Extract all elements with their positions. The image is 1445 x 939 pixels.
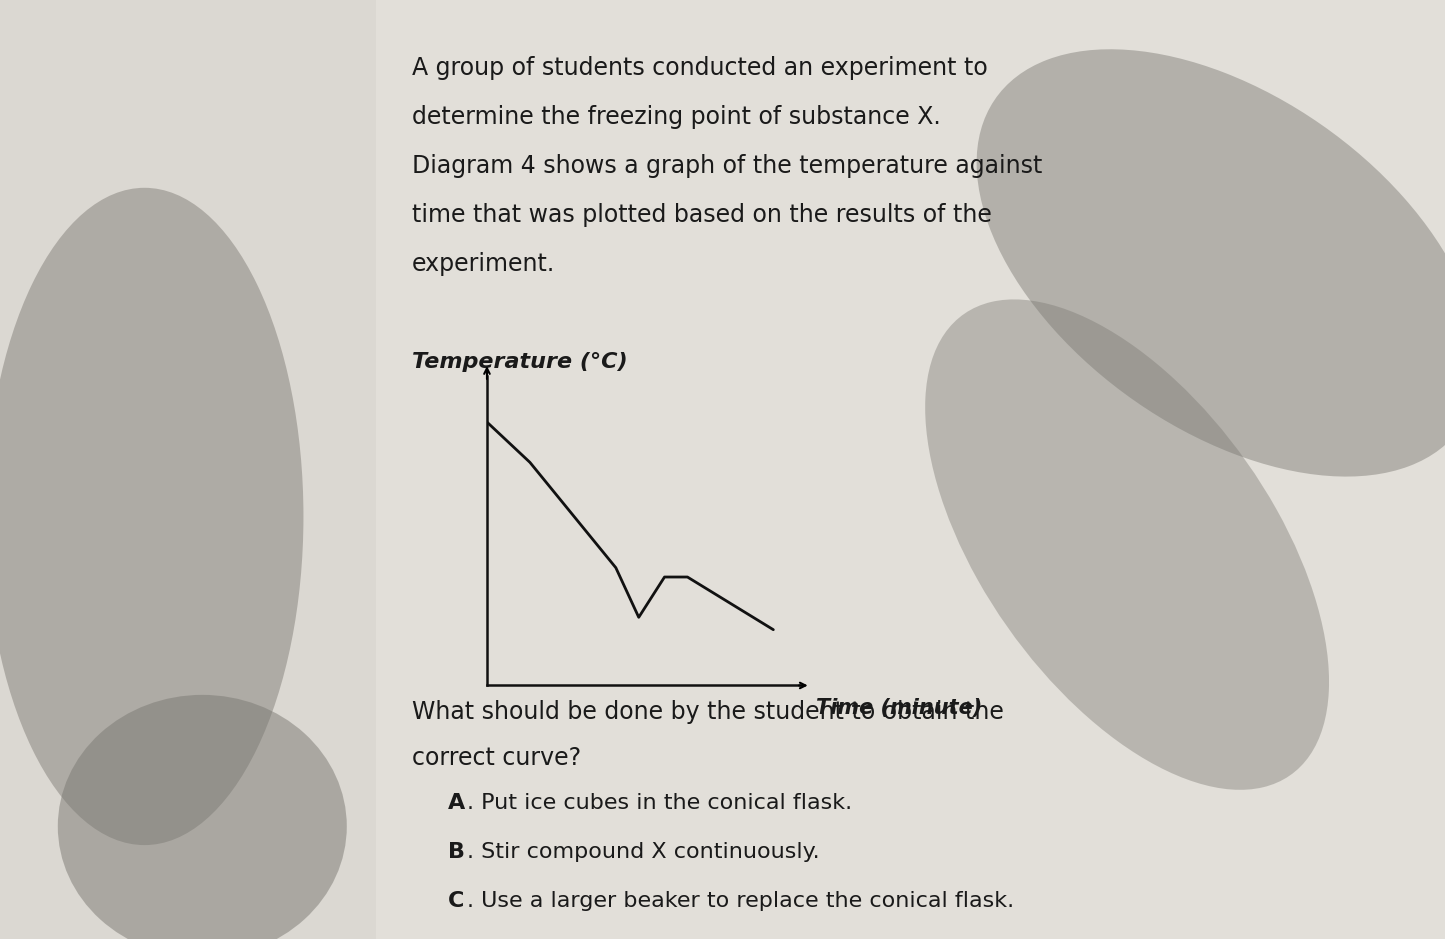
Text: What should be done by the student to obtain the: What should be done by the student to ob…: [412, 700, 1004, 724]
Text: Diagram 4 shows a graph of the temperature against: Diagram 4 shows a graph of the temperatu…: [412, 154, 1042, 178]
Text: A group of students conducted an experiment to: A group of students conducted an experim…: [412, 56, 987, 81]
Text: Time (minute): Time (minute): [816, 698, 983, 717]
Text: experiment.: experiment.: [412, 252, 555, 276]
Ellipse shape: [925, 300, 1329, 790]
Text: B: B: [448, 842, 465, 862]
Text: C: C: [448, 891, 464, 911]
Text: Temperature (°C): Temperature (°C): [412, 352, 627, 372]
Ellipse shape: [0, 188, 303, 845]
Text: A: A: [448, 793, 465, 813]
Text: time that was plotted based on the results of the: time that was plotted based on the resul…: [412, 203, 991, 227]
Ellipse shape: [58, 695, 347, 939]
Text: . Put ice cubes in the conical flask.: . Put ice cubes in the conical flask.: [467, 793, 853, 813]
Text: determine the freezing point of substance X.: determine the freezing point of substanc…: [412, 105, 941, 130]
Text: . Use a larger beaker to replace the conical flask.: . Use a larger beaker to replace the con…: [467, 891, 1014, 911]
Text: . Stir compound X continuously.: . Stir compound X continuously.: [467, 842, 819, 862]
Ellipse shape: [977, 49, 1445, 477]
Text: correct curve?: correct curve?: [412, 746, 581, 770]
Bar: [376, 0, 1445, 939]
